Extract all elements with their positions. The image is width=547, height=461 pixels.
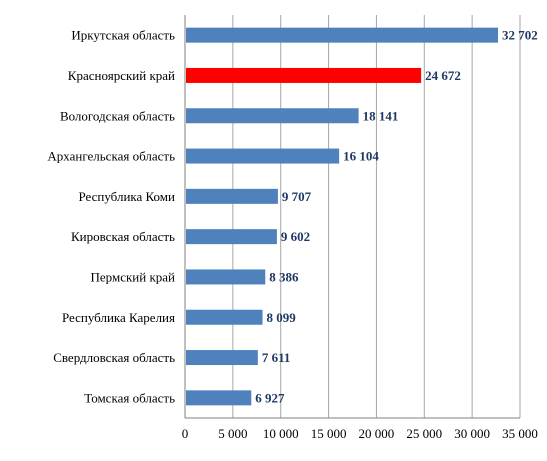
bar bbox=[186, 67, 422, 83]
bar bbox=[186, 27, 499, 43]
bars bbox=[186, 27, 499, 406]
x-tick-label: 5 000 bbox=[218, 426, 247, 441]
category-label: Красноярский край bbox=[68, 68, 175, 83]
category-label: Иркутская область bbox=[71, 28, 175, 43]
x-tick-label: 20 000 bbox=[359, 426, 395, 441]
bar bbox=[186, 108, 359, 124]
x-tick-label: 0 bbox=[182, 426, 189, 441]
x-tick-labels: 0 5 000 10 000 15 000 20 000 25 000 30 000 35 0… bbox=[182, 426, 538, 441]
category-labels: Иркутская область Красноярский край Волого… bbox=[47, 28, 175, 406]
value-label: 9 707 bbox=[282, 189, 312, 204]
bar bbox=[186, 390, 252, 406]
category-label: Архангельская область bbox=[47, 149, 175, 164]
value-label: 9 602 bbox=[281, 229, 310, 244]
value-label: 6 927 bbox=[255, 390, 285, 405]
value-label: 8 386 bbox=[269, 269, 299, 284]
value-label: 18 141 bbox=[363, 108, 399, 123]
bar bbox=[186, 229, 277, 245]
value-label: 7 611 bbox=[262, 350, 291, 365]
value-label: 8 099 bbox=[267, 310, 297, 325]
value-label: 24 672 bbox=[425, 68, 461, 83]
x-tick-label: 30 000 bbox=[454, 426, 490, 441]
value-label: 32 702 bbox=[502, 28, 538, 43]
category-label: Томская область bbox=[84, 390, 175, 405]
bar bbox=[186, 309, 263, 325]
category-label: Вологодская область bbox=[60, 108, 175, 123]
x-tick-label: 15 000 bbox=[311, 426, 347, 441]
category-label: Пермский край bbox=[91, 269, 176, 284]
x-tick-label: 10 000 bbox=[263, 426, 299, 441]
category-label: Свердловская область bbox=[53, 350, 175, 365]
x-tick-label: 25 000 bbox=[406, 426, 442, 441]
bar bbox=[186, 269, 266, 285]
x-tick-label: 35 000 bbox=[502, 426, 538, 441]
category-label: Кировская область bbox=[71, 229, 175, 244]
category-label: Республика Карелия bbox=[62, 310, 175, 325]
category-label: Республика Коми bbox=[78, 189, 175, 204]
bar bbox=[186, 350, 258, 366]
bar bbox=[186, 148, 340, 164]
value-labels: 32 702 24 672 18 141 16 104 9 707 9 602 8 386 8… bbox=[255, 28, 537, 406]
value-label: 16 104 bbox=[343, 149, 379, 164]
bar bbox=[186, 188, 278, 204]
